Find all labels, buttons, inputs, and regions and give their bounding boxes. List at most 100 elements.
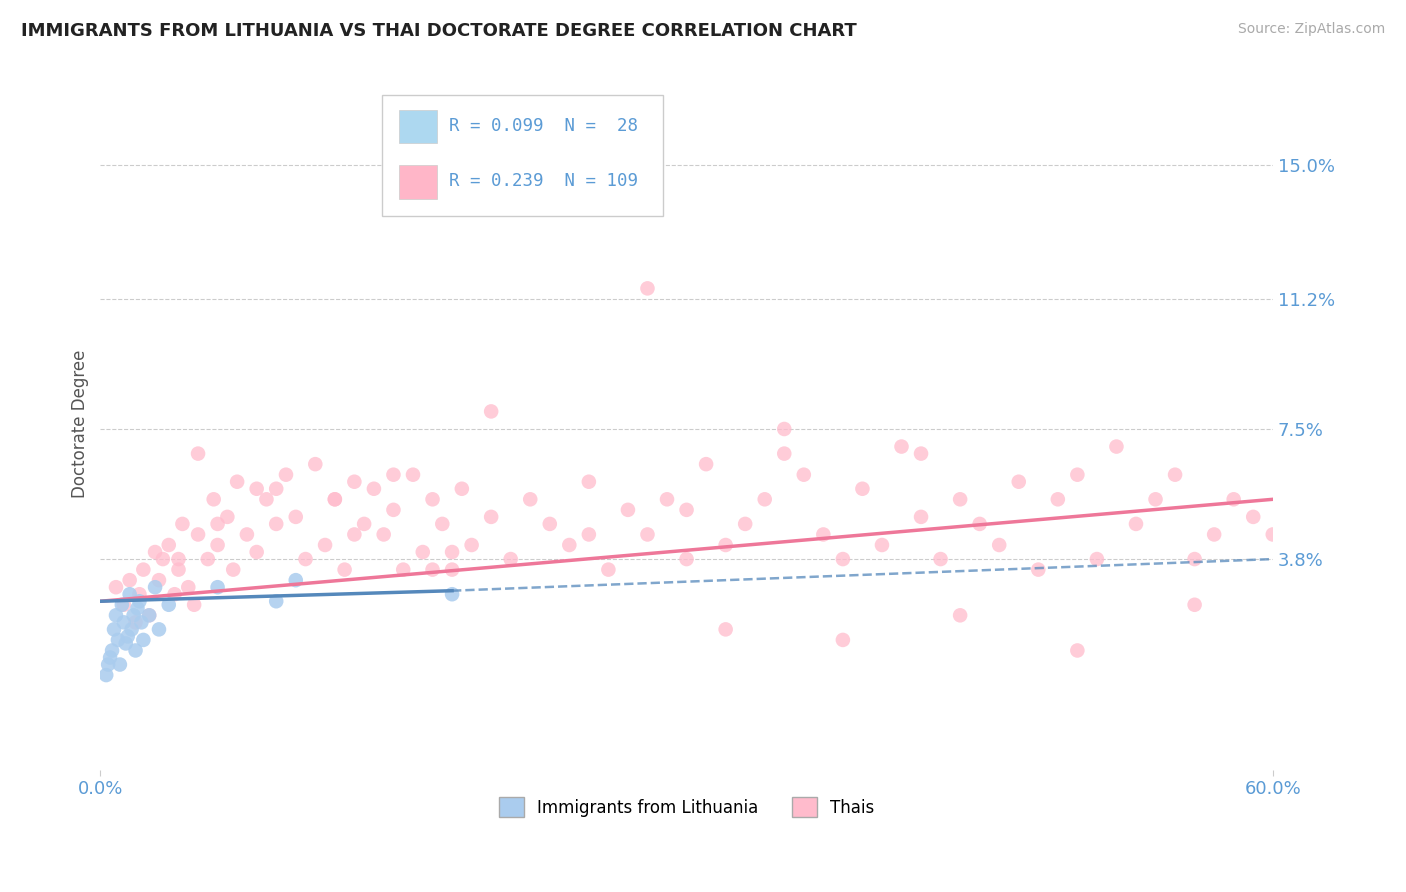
Point: [121, 623, 143, 637]
Point: [111, 598, 134, 612]
Point: [1066, 467, 1088, 482]
Point: [382, 467, 405, 482]
Point: [143, 580, 166, 594]
Point: [264, 482, 287, 496]
Point: [949, 492, 972, 507]
Point: [167, 563, 190, 577]
Point: [104, 608, 127, 623]
Point: [117, 629, 139, 643]
Point: [870, 538, 893, 552]
Point: [450, 482, 472, 496]
Point: [112, 598, 135, 612]
Point: [177, 580, 200, 594]
Point: [714, 623, 737, 637]
Point: [128, 594, 150, 608]
Point: [264, 594, 287, 608]
Point: [187, 527, 209, 541]
Point: [333, 563, 356, 577]
Point: [138, 608, 160, 623]
Point: [353, 516, 375, 531]
Point: [127, 601, 149, 615]
Point: [1026, 563, 1049, 577]
Point: [773, 422, 796, 436]
Point: [578, 475, 600, 489]
Point: [304, 457, 326, 471]
Point: [598, 563, 620, 577]
Point: [969, 516, 991, 531]
Point: [152, 552, 174, 566]
Point: [382, 503, 405, 517]
Point: [222, 563, 245, 577]
Point: [1164, 467, 1187, 482]
Point: [813, 527, 835, 541]
Point: [637, 527, 659, 541]
Point: [122, 608, 145, 623]
Point: [578, 527, 600, 541]
Point: [112, 615, 135, 630]
Point: [323, 492, 346, 507]
Point: [274, 467, 297, 482]
Point: [1008, 475, 1031, 489]
Point: [441, 587, 464, 601]
Point: [187, 447, 209, 461]
Point: [264, 516, 287, 531]
Point: [949, 608, 972, 623]
Point: [124, 643, 146, 657]
Point: [412, 545, 434, 559]
Point: [197, 552, 219, 566]
Point: [124, 615, 146, 630]
Point: [96, 668, 118, 682]
Point: [314, 538, 336, 552]
Point: [294, 552, 316, 566]
Point: [402, 467, 425, 482]
Point: [157, 538, 180, 552]
Point: [910, 447, 932, 461]
Point: [98, 650, 121, 665]
Point: [655, 492, 678, 507]
Point: [323, 492, 346, 507]
Point: [734, 516, 756, 531]
Point: [1105, 440, 1128, 454]
Point: [519, 492, 541, 507]
Point: [558, 538, 581, 552]
Point: [479, 509, 502, 524]
Point: [118, 587, 141, 601]
Point: [910, 509, 932, 524]
Point: [143, 545, 166, 559]
Point: [1184, 552, 1206, 566]
Point: [929, 552, 952, 566]
Point: [432, 516, 454, 531]
FancyBboxPatch shape: [399, 165, 437, 199]
Point: [988, 538, 1011, 552]
Point: [163, 587, 186, 601]
Point: [148, 573, 170, 587]
Legend: Immigrants from Lithuania, Thais: Immigrants from Lithuania, Thais: [492, 790, 882, 824]
Point: [343, 527, 366, 541]
Point: [183, 598, 205, 612]
Point: [132, 632, 155, 647]
Point: [499, 552, 522, 566]
Point: [617, 503, 640, 517]
Point: [460, 538, 482, 552]
Point: [831, 552, 853, 566]
Point: [793, 467, 815, 482]
Point: [754, 492, 776, 507]
Point: [284, 509, 307, 524]
Point: [167, 552, 190, 566]
Point: [207, 580, 229, 594]
Point: [675, 503, 697, 517]
Point: [479, 404, 502, 418]
Point: [773, 447, 796, 461]
Point: [207, 538, 229, 552]
Point: [246, 545, 269, 559]
Point: [128, 587, 150, 601]
Point: [97, 657, 120, 672]
Point: [363, 482, 385, 496]
Point: [392, 563, 415, 577]
Text: R = 0.239  N = 109: R = 0.239 N = 109: [449, 172, 637, 190]
Point: [890, 440, 912, 454]
Point: [831, 632, 853, 647]
Point: [207, 516, 229, 531]
Point: [1125, 516, 1147, 531]
Point: [132, 563, 155, 577]
